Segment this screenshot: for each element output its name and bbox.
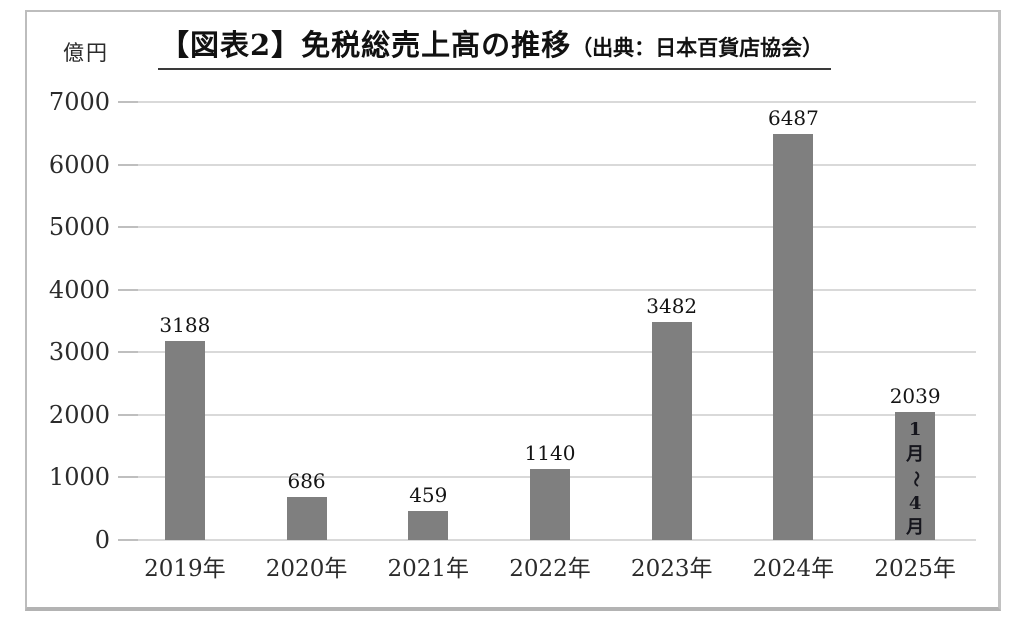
y-axis-tick-1000 (118, 476, 138, 479)
x-axis-label-2024年: 2024年 (752, 556, 835, 582)
y-axis-tick-0 (118, 539, 138, 541)
y-axis-tick-label-4000: 4000 (48, 275, 110, 304)
y-axis-tick-7000 (118, 101, 138, 103)
bar-value-label-2020年: 686 (287, 469, 326, 494)
bar-2022年 (530, 468, 570, 540)
bar-2023年 (651, 322, 692, 540)
bar-value-label-2025年: 2039 (889, 384, 941, 409)
y-axis-tick-label-1000: 1000 (48, 463, 110, 492)
gridline-7000 (124, 101, 976, 103)
gridline-2000 (124, 413, 976, 416)
bar-value-label-2022年: 1140 (524, 440, 576, 465)
y-axis-tick-label-7000: 7000 (48, 88, 110, 116)
chart-title-main: 【図表2】免税総売上髙の推移 (160, 28, 572, 62)
bar-2021年 (408, 511, 449, 540)
chart-title: 【図表2】免税総売上髙の推移（出典：日本百貨店協会） (158, 22, 832, 70)
y-axis-tick-label-0: 0 (94, 526, 110, 554)
gridline-6000 (124, 163, 976, 166)
x-axis-label-2019年: 2019年 (144, 556, 226, 582)
annotation-char: 1 (908, 419, 922, 441)
x-axis-label-2023年: 2023年 (630, 556, 713, 582)
annotation-char: 月 (906, 443, 925, 465)
bar-value-label-2024年: 6487 (767, 106, 819, 131)
bar-2024年 (773, 134, 814, 540)
y-axis-tick-4000 (118, 288, 138, 291)
x-axis-label-2025年: 2025年 (874, 556, 956, 582)
y-axis-tick-6000 (118, 163, 138, 166)
annotation-char: 月 (906, 516, 925, 538)
bar-value-label-2023年: 3482 (646, 294, 698, 319)
gridline-4000 (124, 288, 976, 291)
y-axis-tick-label-6000: 6000 (48, 150, 110, 179)
gridline-0 (124, 539, 976, 541)
plot-area: 0 1000 2000 3000 4000 5000 6000 7000 3188 2019年 68… (49, 90, 976, 581)
x-axis-label-2020年: 2020年 (265, 556, 348, 582)
chart-title-source: （出典：日本百貨店協会） (571, 35, 824, 60)
x-axis-label-2022年: 2022年 (509, 556, 591, 582)
y-axis-tick-label-2000: 2000 (48, 400, 110, 429)
y-axis-tick-label-3000: 3000 (48, 338, 110, 367)
bar-2020年 (286, 497, 327, 540)
y-axis-tick-2000 (118, 413, 138, 416)
bar-2025年 (895, 412, 936, 540)
y-axis-unit-label: 億円 (63, 41, 109, 65)
bar-value-label-2021年: 459 (409, 483, 448, 508)
bar-period-annotation: 1 月～ 4 月 (895, 412, 935, 540)
bar-value-label-2019年: 3188 (159, 312, 211, 337)
bar-2019年 (164, 340, 205, 540)
y-axis-tick-5000 (118, 226, 138, 229)
gridline-3000 (124, 351, 976, 354)
annotation-char: 4 (908, 492, 922, 514)
gridline-5000 (124, 226, 976, 229)
x-axis-label-2021年: 2021年 (387, 556, 470, 582)
y-axis-tick-label-5000: 5000 (48, 213, 110, 242)
y-axis-tick-3000 (118, 351, 138, 354)
annotation-char: ～ (906, 471, 926, 488)
